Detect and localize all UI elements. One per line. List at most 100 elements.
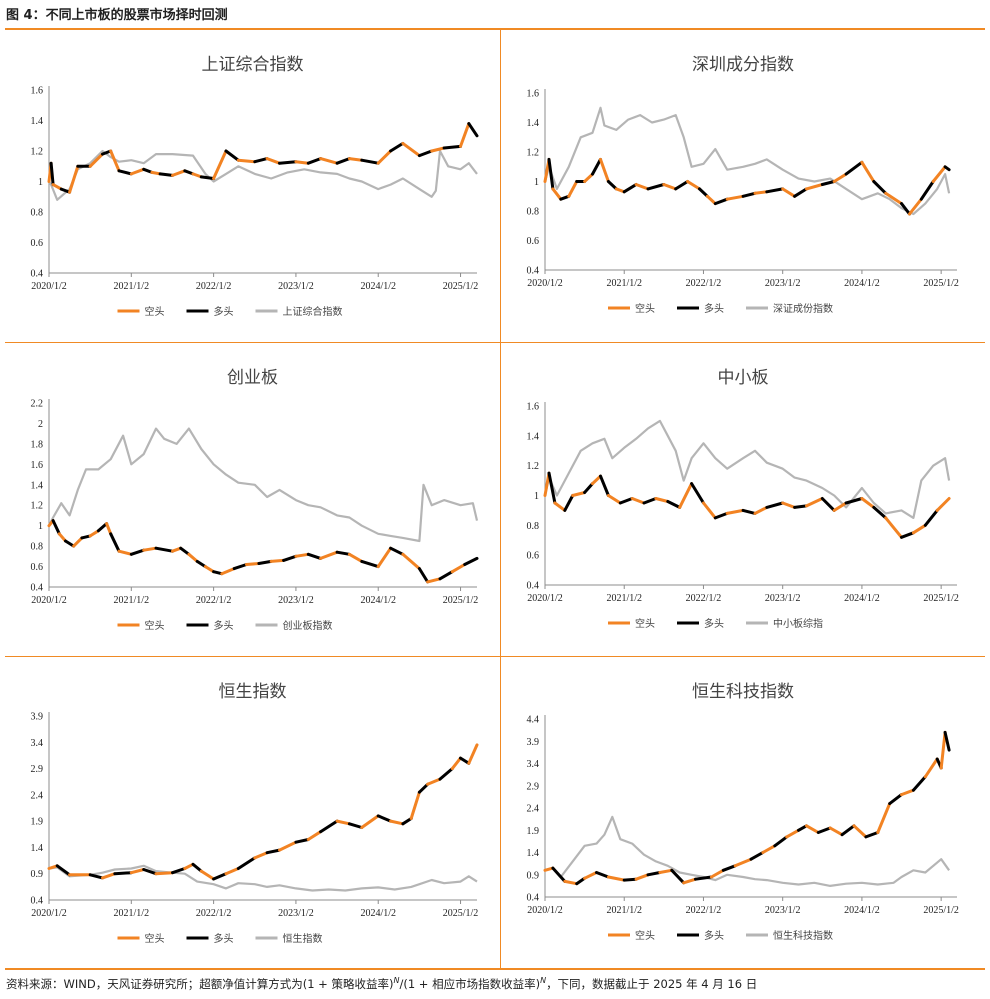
- series-short-segment: [360, 814, 380, 829]
- y-tick-label: 2.9: [527, 781, 540, 792]
- series-long-segment: [278, 160, 298, 165]
- series-short-segment: [224, 867, 240, 876]
- series-long-segment: [212, 872, 228, 881]
- series-long-segment: [595, 871, 610, 879]
- series-short-segment: [567, 180, 579, 198]
- x-tick-label: 2025/1/2: [923, 593, 959, 604]
- series-long-segment: [191, 862, 203, 873]
- series-long-segment: [551, 866, 567, 883]
- series-long-segment: [575, 876, 587, 886]
- series-long-segment: [257, 559, 273, 565]
- series-short-segment: [832, 501, 848, 512]
- series-long-segment: [547, 157, 555, 191]
- x-tick-label: 2025/1/2: [923, 905, 959, 916]
- series-long-segment: [690, 482, 705, 505]
- x-tick-label: 2020/1/2: [31, 908, 67, 919]
- series-long-segment: [765, 501, 785, 509]
- y-tick-label: 1.4: [527, 118, 540, 129]
- series-long-segment: [670, 868, 686, 885]
- series-short-segment: [426, 577, 442, 584]
- series-short-segment: [294, 552, 310, 558]
- y-tick-label: 1: [38, 521, 43, 532]
- series-short-segment: [828, 826, 844, 837]
- series-long-segment: [844, 497, 864, 505]
- y-tick-label: 0.8: [31, 208, 44, 219]
- y-tick-label: 0.9: [527, 870, 540, 881]
- series-short-segment: [109, 149, 121, 173]
- series-short-segment: [88, 152, 104, 168]
- series-short-segment: [212, 149, 228, 180]
- series-long-segment: [622, 877, 638, 882]
- series-short-segment: [154, 871, 174, 876]
- series-long-segment: [900, 531, 915, 539]
- x-tick-label: 2020/1/2: [527, 278, 563, 289]
- series-long-segment: [319, 819, 339, 834]
- series-short-segment: [599, 157, 610, 183]
- x-tick-label: 2022/1/2: [686, 278, 722, 289]
- series-long-segment: [224, 149, 240, 162]
- chart-panel-sse-composite: 上证综合指数 0.4 0.6 0.8 1 1.2 1.4 1.6 2020/1/2 2021/1/…: [5, 30, 500, 342]
- series-long-segment: [872, 180, 888, 195]
- series-long-segment: [943, 730, 951, 752]
- bottom-divider: [5, 968, 985, 970]
- series-long-segment: [467, 122, 479, 138]
- series-short-segment: [459, 122, 471, 148]
- series-long-segment: [674, 180, 690, 191]
- y-tick-label: 2.4: [31, 790, 44, 801]
- x-tick-label: 2025/1/2: [443, 281, 479, 292]
- series-short-segment: [634, 183, 650, 191]
- series-long-segment: [113, 871, 133, 876]
- source-note: 资料来源：WIND，天风证券研究所；超额净值计算方式为(1 + 策略收益率)N/…: [6, 976, 758, 991]
- series-short-segment: [319, 157, 339, 165]
- y-tick-label: 1.2: [31, 147, 44, 158]
- legend-long-label: 多头: [214, 932, 234, 945]
- series-long-segment: [389, 546, 405, 556]
- series-short-segment: [171, 169, 187, 177]
- x-tick-label: 2022/1/2: [196, 595, 232, 606]
- x-tick-label: 2021/1/2: [114, 595, 150, 606]
- x-tick-label: 2025/1/2: [923, 278, 959, 289]
- series-short-segment: [245, 562, 261, 566]
- x-tick-label: 2024/1/2: [360, 595, 396, 606]
- series-short-segment: [781, 187, 797, 198]
- y-tick-label: 1: [534, 177, 539, 188]
- y-tick-label: 1.4: [527, 848, 540, 859]
- series-long-segment: [236, 856, 257, 870]
- y-tick-label: 0.8: [527, 521, 540, 532]
- series-short-segment: [563, 879, 579, 886]
- y-tick-label: 0.6: [527, 236, 540, 247]
- series-short-segment: [430, 146, 446, 153]
- y-tick-label: 1.4: [31, 116, 44, 127]
- series-short-segment: [781, 501, 797, 509]
- series-long-segment: [900, 202, 911, 216]
- chart-panel-szse-component: 深圳成分指数 0.4 0.6 0.8 1 1.2 1.4 1.6 2020/1/2 2021/1/…: [501, 30, 985, 342]
- series-long-segment: [306, 157, 323, 165]
- series-long-segment: [335, 157, 351, 165]
- series-long-segment: [401, 817, 413, 826]
- figure-title: 图 4：不同上市板的股票市场择时回测: [6, 8, 228, 23]
- x-tick-label: 2024/1/2: [844, 905, 880, 916]
- series-short-segment: [401, 141, 421, 158]
- series-short-segment: [294, 160, 310, 165]
- series-short-segment: [101, 872, 117, 880]
- series-long-segment: [698, 187, 709, 198]
- series-long-segment: [459, 756, 471, 765]
- x-tick-label: 2021/1/2: [606, 905, 642, 916]
- chart-title: 中小板: [718, 368, 769, 388]
- y-tick-label: 0.4: [527, 581, 540, 592]
- x-tick-label: 2021/1/2: [114, 908, 150, 919]
- chart-title: 深圳成分指数: [692, 55, 794, 75]
- y-tick-label: 1: [534, 491, 539, 502]
- series-long-segment: [438, 767, 454, 781]
- x-tick-label: 2024/1/2: [844, 278, 880, 289]
- series-short-segment: [662, 183, 678, 191]
- series-index-line: [48, 864, 478, 892]
- y-tick-label: 2.9: [31, 764, 44, 775]
- legend-long-label: 多头: [704, 929, 724, 942]
- row-divider-1: [5, 342, 985, 343]
- x-tick-label: 2023/1/2: [765, 593, 801, 604]
- y-tick-label: 1.6: [527, 402, 540, 413]
- series-short-segment: [658, 868, 674, 874]
- series-long-segment: [547, 471, 557, 505]
- y-tick-label: 1.2: [527, 461, 540, 472]
